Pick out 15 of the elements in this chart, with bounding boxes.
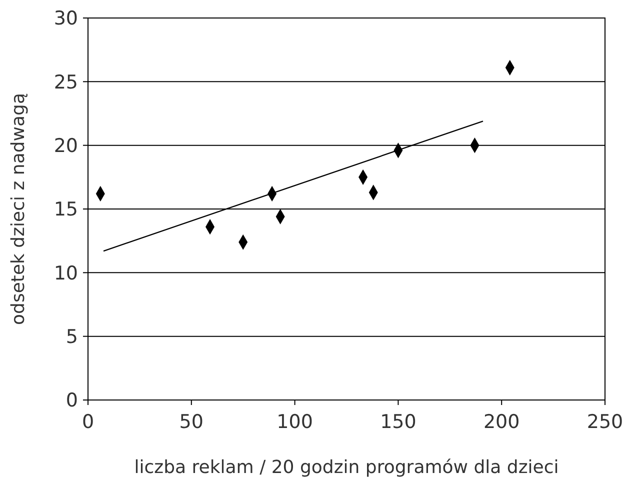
- x-tick-label: 200: [483, 411, 520, 433]
- y-axis-title: odsetek dzieci z nadwagą: [8, 93, 29, 325]
- y-tick-label: 5: [66, 326, 78, 348]
- y-tick-label: 0: [66, 390, 78, 412]
- y-tick-label: 10: [54, 262, 78, 284]
- x-tick-label: 250: [586, 411, 624, 433]
- x-axis-title: liczba reklam / 20 godzin programów dla dzieci: [134, 457, 559, 478]
- y-tick-label: 25: [54, 71, 78, 94]
- y-tick-label: 15: [54, 198, 78, 221]
- x-tick-label: 150: [380, 411, 416, 433]
- x-tick-label: 50: [179, 411, 204, 433]
- y-tick-label: 30: [54, 8, 78, 30]
- x-tick-label: 100: [276, 411, 313, 433]
- y-tick-label: 20: [54, 134, 78, 157]
- x-tick-label: 0: [82, 411, 94, 433]
